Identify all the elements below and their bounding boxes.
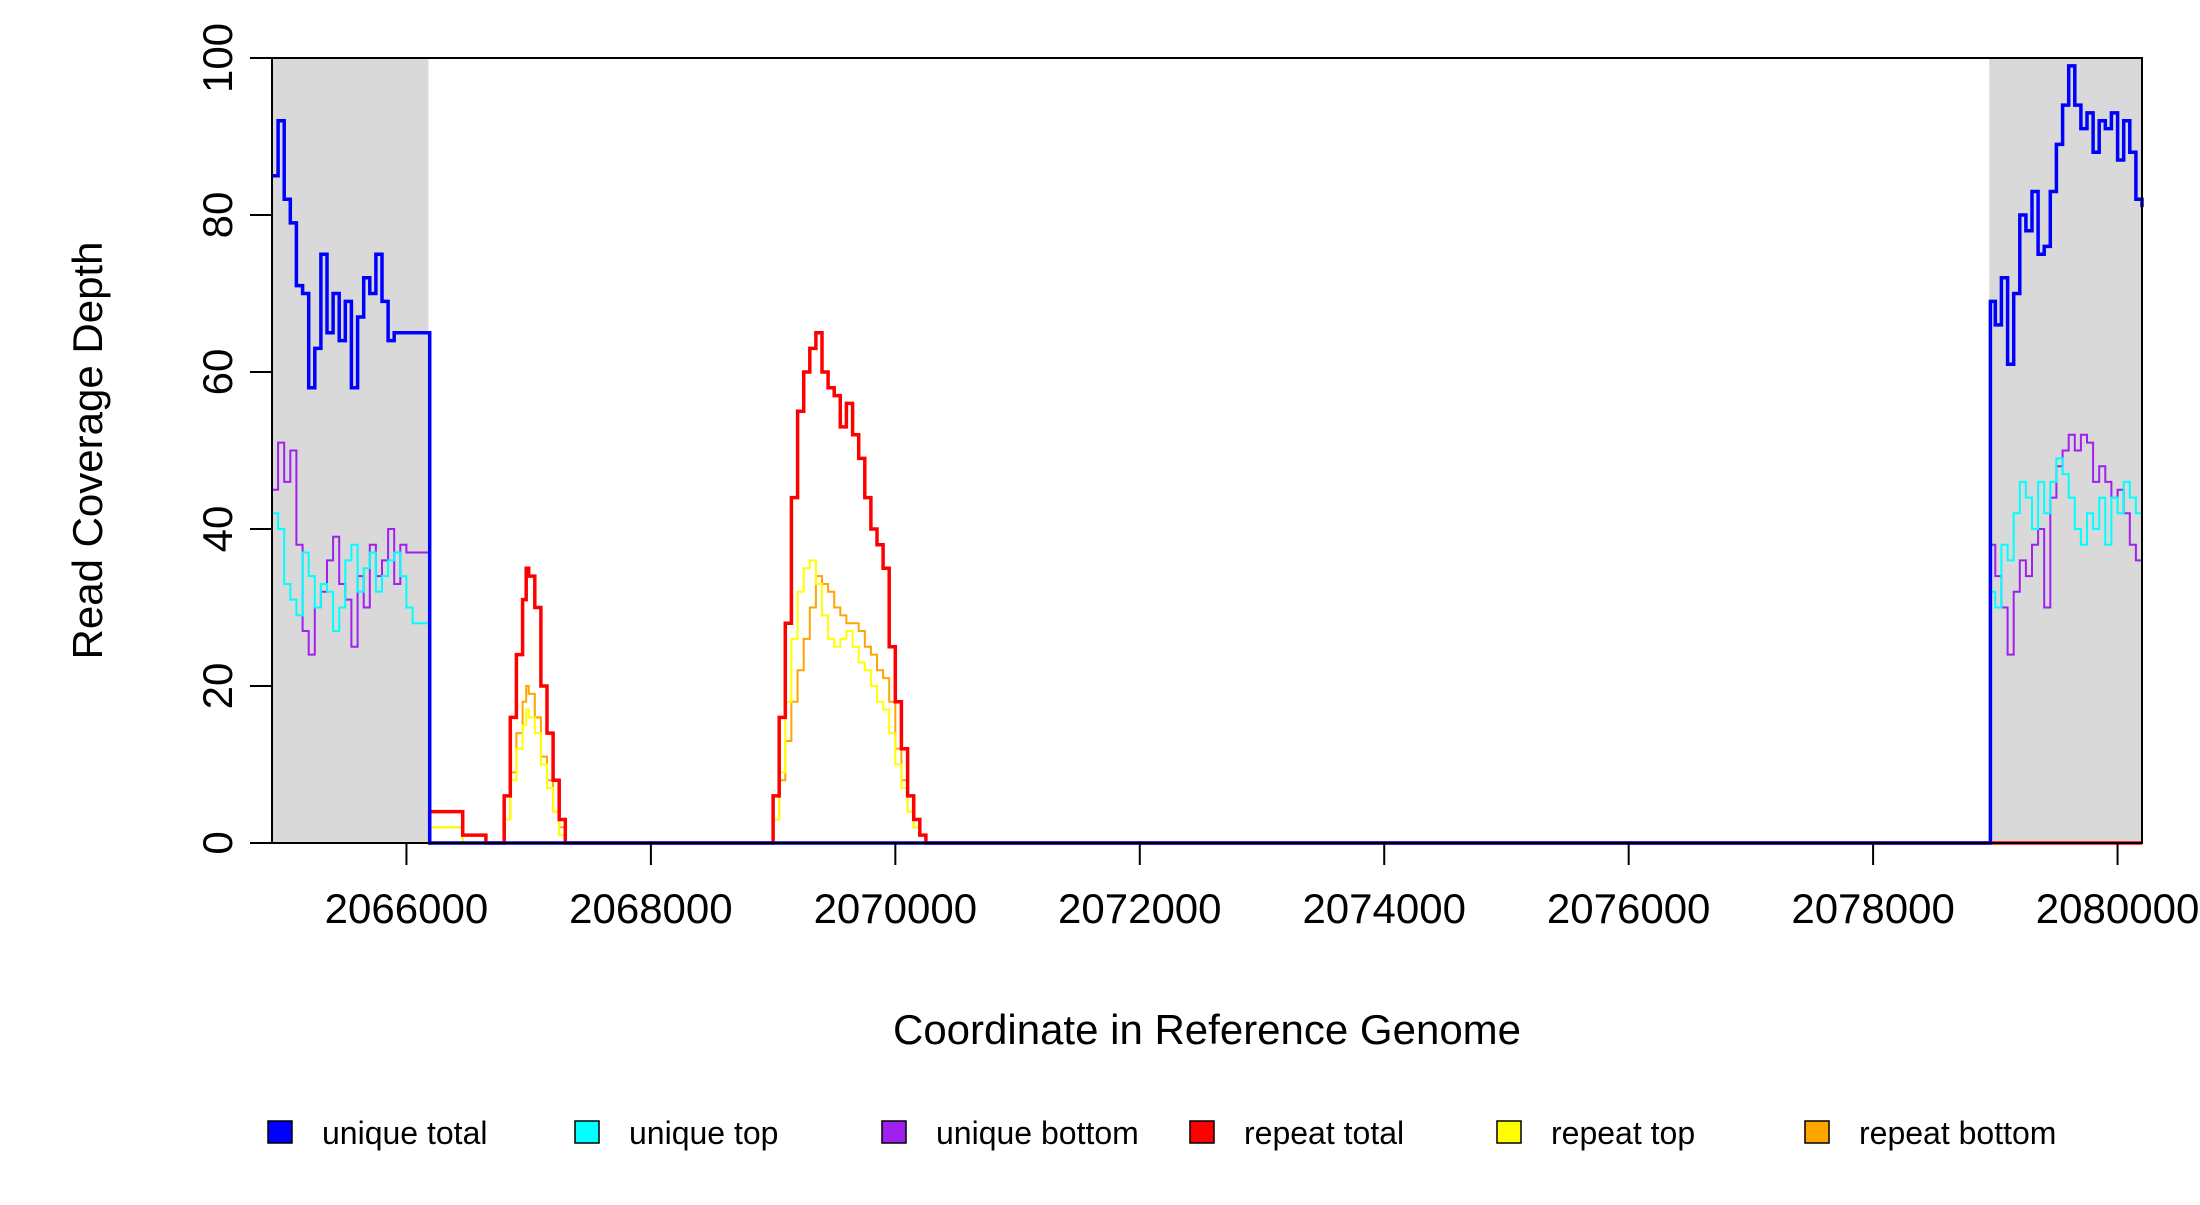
legend-label: repeat top (1551, 1115, 1695, 1151)
legend-item-repeat-top: repeat top (1496, 1115, 1695, 1151)
x-tick-label: 2074000 (1302, 885, 1466, 932)
legend-item-unique-bottom: unique bottom (881, 1115, 1139, 1151)
y-axis-title: Read Coverage Depth (64, 242, 111, 660)
series-lines (272, 64, 2144, 845)
legend-swatch (1496, 1120, 1522, 1144)
y-tick-label: 40 (194, 506, 241, 553)
legend-label: unique total (322, 1115, 487, 1151)
shaded-regions (272, 58, 2142, 843)
legend-label: unique bottom (936, 1115, 1139, 1151)
x-tick-label: 2066000 (325, 885, 489, 932)
x-axis-title: Coordinate in Reference Genome (893, 1006, 1521, 1053)
y-axis: 0 20 40 60 80 100 (194, 23, 272, 855)
x-axis: 2066000 2068000 2070000 2072000 2074000 20760… (325, 843, 2200, 932)
y-tick-label: 60 (194, 349, 241, 396)
legend-label: repeat total (1244, 1115, 1404, 1151)
series-line-unique-total (272, 64, 2144, 845)
x-tick-label: 2068000 (569, 885, 733, 932)
legend-swatch (881, 1120, 907, 1144)
legend-swatch (267, 1120, 293, 1144)
legend-swatch (1189, 1120, 1215, 1144)
legend-label: unique top (629, 1115, 778, 1151)
legend-item-unique-total: unique total (267, 1115, 487, 1151)
x-tick-label: 2076000 (1547, 885, 1711, 932)
x-tick-label: 2070000 (814, 885, 978, 932)
legend: unique total unique top unique bottom repea… (267, 1115, 2056, 1151)
legend-swatch (1804, 1120, 1830, 1144)
series-line-repeat-bottom (428, 575, 2142, 844)
shaded-region-1 (272, 58, 429, 843)
y-tick-label: 80 (194, 192, 241, 239)
y-tick-label: 20 (194, 663, 241, 710)
series-line-repeat-total (427, 331, 2142, 845)
y-tick-label: 100 (194, 23, 241, 93)
legend-swatch (574, 1120, 600, 1144)
legend-item-repeat-bottom: repeat bottom (1804, 1115, 2056, 1151)
plot-frame (271, 57, 2143, 844)
x-tick-label: 2080000 (2036, 885, 2200, 932)
y-tick-label: 0 (194, 831, 241, 854)
x-tick-label: 2072000 (1058, 885, 1222, 932)
legend-item-repeat-total: repeat total (1189, 1115, 1404, 1151)
x-tick-label: 2078000 (1791, 885, 1955, 932)
legend-label: repeat bottom (1859, 1115, 2056, 1151)
series-line-repeat-top (428, 559, 2142, 844)
legend-item-unique-top: unique top (574, 1115, 778, 1151)
